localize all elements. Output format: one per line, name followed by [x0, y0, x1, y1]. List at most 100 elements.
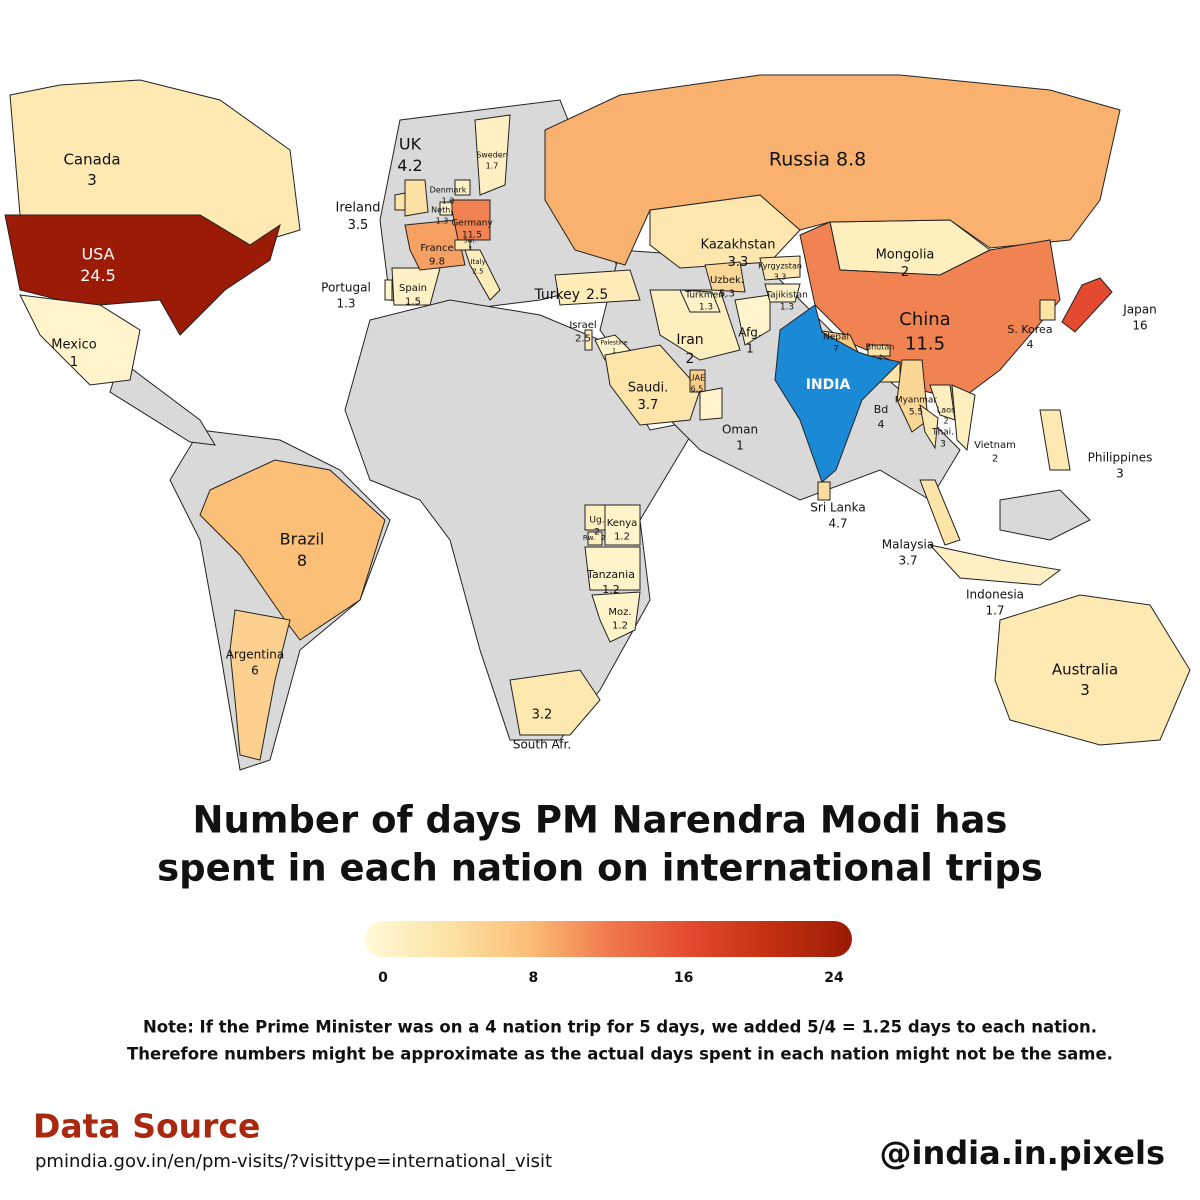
- country-value: 3: [940, 440, 946, 450]
- country-name: China: [899, 309, 950, 330]
- country-name: USA: [81, 245, 114, 264]
- country-value: 3.7: [898, 554, 917, 568]
- country-value: 2: [901, 265, 909, 280]
- country-name: Oman: [722, 423, 758, 437]
- country-name: Mexico: [51, 338, 96, 353]
- country: [464, 249, 501, 301]
- country-value: 1.3: [780, 303, 794, 313]
- country: [584, 329, 593, 351]
- country-value: 3: [1080, 681, 1090, 699]
- country: [951, 384, 976, 452]
- country-value: 3: [1116, 467, 1124, 481]
- country-value: 8: [297, 551, 307, 570]
- country-name: Myanmar: [895, 396, 938, 406]
- country-value: 1.3: [436, 216, 449, 225]
- country: [604, 344, 701, 426]
- country-name: Uzbek.: [710, 275, 744, 286]
- country-value: 3.3: [774, 272, 787, 281]
- country: [799, 221, 1061, 401]
- country-name: Vietnam: [974, 440, 1016, 451]
- country-name: Denmark: [430, 186, 467, 195]
- country-value: 1.2: [602, 583, 620, 596]
- country: [404, 219, 466, 271]
- country-name: Japan: [1122, 303, 1156, 317]
- title-line: spent in each nation on international tr…: [157, 847, 1043, 890]
- country: [449, 199, 491, 241]
- country: [994, 594, 1191, 746]
- title-line: Number of days PM Narendra Modi has: [193, 799, 1008, 842]
- country-value: 1: [70, 355, 78, 370]
- colorbar: [365, 921, 852, 957]
- country-value: 1.2: [614, 532, 630, 543]
- country-value: 1: [612, 348, 616, 355]
- country: [699, 387, 723, 421]
- country: [1061, 277, 1113, 333]
- country-name: Australia: [1052, 661, 1118, 679]
- country: [439, 201, 453, 216]
- country-value: 4.2: [397, 156, 422, 175]
- country: [229, 609, 291, 761]
- country-name: South Afr.: [513, 738, 571, 752]
- country-name: Iran: [676, 332, 703, 348]
- country-value: 3.3: [728, 255, 749, 270]
- country-name: Germany: [451, 219, 493, 229]
- country-value: 2: [601, 534, 605, 542]
- country-name: Sri Lanka: [810, 501, 865, 515]
- country-name: Ug.: [589, 516, 604, 526]
- country: [604, 504, 641, 546]
- country: [587, 531, 603, 546]
- country-name: S. Korea: [1007, 323, 1052, 336]
- colorbar-ticks: 0 8 16 24: [378, 970, 844, 986]
- country: [454, 179, 471, 196]
- country-name: Portugal: [321, 281, 371, 295]
- country-name: Italy: [470, 258, 485, 266]
- country-name: Afg.: [738, 326, 761, 340]
- country-value: 6: [251, 664, 259, 678]
- country-value: 3: [468, 246, 472, 253]
- country: [394, 192, 406, 211]
- country-value: 2.5: [586, 287, 608, 303]
- country-value: 4: [1027, 338, 1034, 351]
- country-name: Bhutan: [866, 343, 895, 352]
- country-value: 1: [746, 342, 754, 356]
- country-value: 8.8: [836, 149, 866, 171]
- country-value: 2.5: [472, 267, 483, 275]
- country-value: 11.5: [905, 333, 945, 354]
- colorbar-tick-label: 0: [378, 970, 388, 986]
- country: [919, 479, 961, 546]
- country-name: Israel: [569, 320, 596, 331]
- country: [896, 359, 929, 433]
- country-value: 1.2: [612, 621, 628, 632]
- country-value: 2: [992, 454, 998, 465]
- country-value: 6.5: [691, 384, 704, 393]
- country: [199, 459, 386, 641]
- country-value: 24.5: [80, 266, 116, 285]
- country-value: 2: [594, 528, 600, 538]
- country-name: Brazil: [280, 530, 325, 549]
- country-name: Rw.: [583, 534, 595, 542]
- country-name: Palestine: [600, 340, 627, 347]
- country: [734, 294, 771, 346]
- country-value: 3.5: [348, 218, 369, 233]
- country-name: UK: [399, 135, 422, 154]
- country-name: Saudi.: [628, 381, 668, 396]
- country-value: 5.3: [719, 289, 735, 300]
- country-name: Turkmen.: [684, 291, 727, 301]
- country-value: 9.8: [429, 257, 445, 268]
- country: [591, 591, 641, 643]
- country-name: Philippines: [1088, 451, 1153, 465]
- country-value: 1: [736, 439, 744, 453]
- country-value: 1.7: [486, 161, 499, 170]
- country-name: Canada: [63, 151, 120, 169]
- country-value: 2: [686, 351, 695, 367]
- country: [509, 669, 601, 736]
- country-value: 2: [943, 416, 948, 425]
- country-name: Neth.: [431, 206, 453, 215]
- country-name: Indonesia: [966, 588, 1024, 602]
- country-name: Malaysia: [882, 538, 934, 552]
- country-value: 3.7: [638, 398, 659, 413]
- country-name: Sweden: [476, 151, 508, 160]
- country-value: 1.3: [442, 196, 455, 205]
